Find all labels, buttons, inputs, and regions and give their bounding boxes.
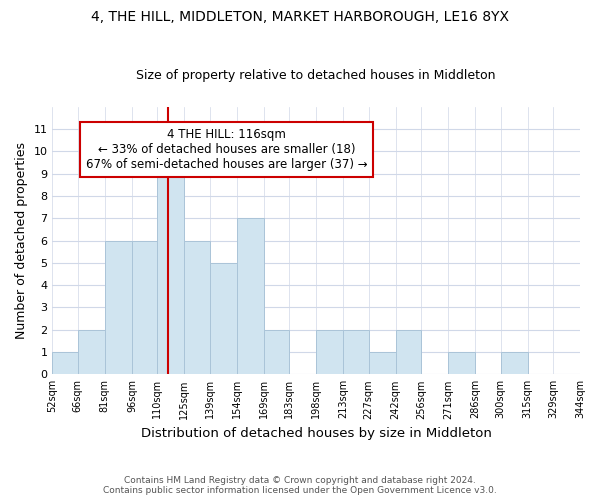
Title: Size of property relative to detached houses in Middleton: Size of property relative to detached ho…: [136, 69, 496, 82]
Bar: [264, 330, 289, 374]
Bar: [368, 352, 396, 374]
Bar: [184, 240, 209, 374]
Text: 4, THE HILL, MIDDLETON, MARKET HARBOROUGH, LE16 8YX: 4, THE HILL, MIDDLETON, MARKET HARBOROUG…: [91, 10, 509, 24]
Bar: [52, 352, 78, 374]
X-axis label: Distribution of detached houses by size in Middleton: Distribution of detached houses by size …: [141, 427, 491, 440]
Bar: [500, 352, 527, 374]
Bar: [316, 330, 343, 374]
Bar: [105, 240, 132, 374]
Bar: [209, 263, 237, 374]
Bar: [78, 330, 105, 374]
Y-axis label: Number of detached properties: Number of detached properties: [15, 142, 28, 339]
Text: 4 THE HILL: 116sqm
← 33% of detached houses are smaller (18)
67% of semi-detache: 4 THE HILL: 116sqm ← 33% of detached hou…: [86, 128, 367, 171]
Bar: [343, 330, 368, 374]
Bar: [132, 240, 157, 374]
Text: Contains HM Land Registry data © Crown copyright and database right 2024.
Contai: Contains HM Land Registry data © Crown c…: [103, 476, 497, 495]
Bar: [448, 352, 475, 374]
Bar: [237, 218, 264, 374]
Bar: [157, 152, 184, 374]
Bar: [396, 330, 421, 374]
